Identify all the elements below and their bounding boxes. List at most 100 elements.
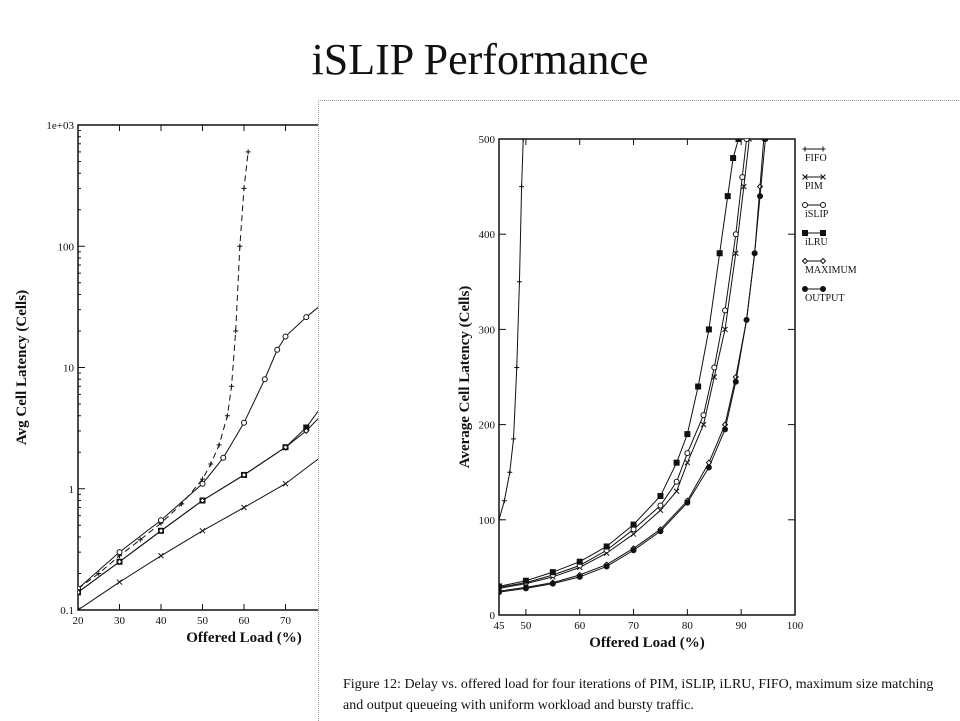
data-point xyxy=(603,563,610,570)
data-point xyxy=(116,558,123,565)
y-tick-label: 1e+03 xyxy=(46,120,74,132)
y-axis-label: Average Cell Latency (Cells) xyxy=(457,286,473,469)
data-point xyxy=(240,471,248,479)
data-point xyxy=(224,413,230,419)
data-point xyxy=(511,436,517,442)
data-point xyxy=(282,480,289,487)
data-point xyxy=(137,537,143,543)
y-tick-label: 400 xyxy=(479,229,496,241)
x-tick-label: 60 xyxy=(574,620,586,632)
legend-marker xyxy=(820,286,826,292)
legend-marker xyxy=(801,257,809,265)
data-point xyxy=(722,307,729,314)
legend-marker xyxy=(820,202,826,208)
data-point xyxy=(233,328,239,334)
data-point xyxy=(732,250,739,257)
legend-marker xyxy=(802,202,808,208)
data-point xyxy=(199,527,206,534)
data-point xyxy=(208,461,214,467)
data-point xyxy=(499,517,502,523)
data-point xyxy=(741,183,747,190)
x-tick-label: 40 xyxy=(156,615,168,627)
x-tick-label: 80 xyxy=(682,620,694,632)
legend-entry: PIM xyxy=(802,174,826,192)
data-point xyxy=(303,314,310,321)
data-point xyxy=(282,333,289,340)
data-point xyxy=(722,426,729,433)
x-tick-label: 30 xyxy=(114,615,126,627)
series-line xyxy=(499,139,748,588)
data-point xyxy=(684,499,691,506)
legend-marker xyxy=(802,174,808,180)
y-tick-label: 10 xyxy=(63,363,75,375)
legend-label: iLRU xyxy=(805,237,829,248)
data-point xyxy=(158,517,164,524)
data-point xyxy=(78,607,81,610)
right-chart-svg: 45 50 60 70 80 90 100 0 100 200 300 400 500 Offered L… xyxy=(457,134,857,651)
data-point xyxy=(732,378,739,385)
data-point xyxy=(520,139,526,142)
data-point xyxy=(549,569,556,576)
x-tick-label: 70 xyxy=(628,620,640,632)
data-point xyxy=(657,502,664,509)
legend-marker xyxy=(820,146,826,152)
data-point xyxy=(730,155,737,162)
x-tick-label: 70 xyxy=(280,615,292,627)
slide-title: iSLIP Performance xyxy=(311,35,649,84)
data-point xyxy=(116,579,123,585)
data-point xyxy=(157,527,165,535)
x-tick-label: 100 xyxy=(787,620,804,632)
data-point xyxy=(684,459,691,466)
data-point xyxy=(576,558,583,565)
data-point xyxy=(732,231,739,238)
data-point xyxy=(237,243,243,249)
x-tick-label: 45 xyxy=(494,620,506,632)
y-tick-label: 0.1 xyxy=(60,605,74,617)
data-point xyxy=(684,431,691,438)
data-point xyxy=(603,543,610,550)
data-point xyxy=(711,364,718,371)
series-fifo xyxy=(78,149,251,592)
data-point xyxy=(735,139,742,142)
series-line xyxy=(499,139,739,587)
data-point xyxy=(705,464,712,471)
data-point xyxy=(743,139,750,142)
data-point xyxy=(657,493,664,499)
data-point xyxy=(499,583,502,590)
data-point xyxy=(630,531,637,537)
data-point xyxy=(757,193,764,200)
data-point xyxy=(762,139,769,142)
data-point xyxy=(241,504,247,511)
x-tick-label: 50 xyxy=(520,620,532,632)
data-point xyxy=(499,589,502,596)
legend-entry: iSLIP xyxy=(802,202,829,220)
plot-frame xyxy=(498,138,796,616)
legend-entry: OUTPUT xyxy=(802,286,844,304)
data-point xyxy=(684,450,691,457)
y-tick-label: 100 xyxy=(58,241,75,253)
legend-label: MAXIMUM xyxy=(805,265,857,276)
data-point xyxy=(673,488,680,495)
legend-label: iSLIP xyxy=(805,209,829,220)
data-point xyxy=(732,373,740,381)
legend-entry: FIFO xyxy=(802,146,827,164)
data-point xyxy=(630,526,637,533)
right-latency-chart: 45 50 60 70 80 90 100 0 100 200 300 400 500 Offered L… xyxy=(318,100,960,721)
series-line xyxy=(499,139,750,589)
data-point xyxy=(516,279,522,285)
y-tick-label: 100 xyxy=(479,515,496,527)
data-point xyxy=(241,185,247,191)
data-point xyxy=(241,419,247,426)
data-point xyxy=(724,193,731,200)
data-point xyxy=(96,571,102,576)
data-point xyxy=(716,250,723,257)
legend-label: PIM xyxy=(805,181,823,192)
legend-marker xyxy=(802,230,808,236)
legend-marker xyxy=(819,257,827,265)
data-point xyxy=(522,577,529,584)
data-point xyxy=(220,454,227,461)
y-axis-label: Avg Cell Latency (Cells) xyxy=(14,290,30,445)
series-pim xyxy=(499,139,753,592)
data-point xyxy=(673,459,680,466)
y-tick-label: 300 xyxy=(479,324,496,336)
